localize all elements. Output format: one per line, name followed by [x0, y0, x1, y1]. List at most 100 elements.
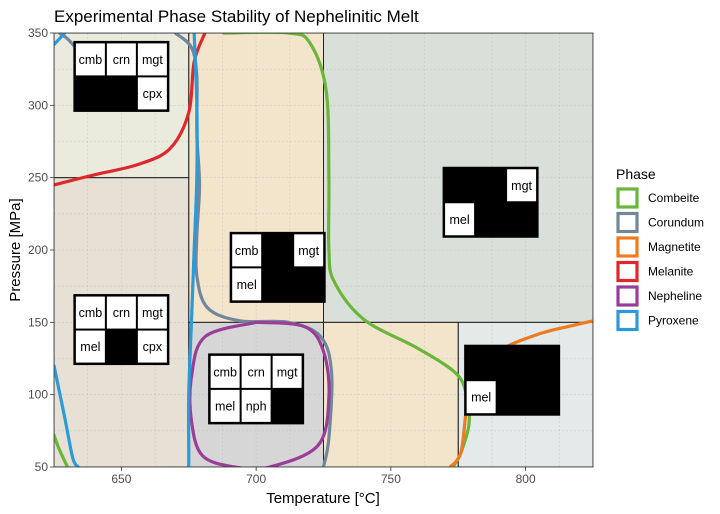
- phase-label: mel: [450, 213, 470, 227]
- phase-label-cell: [445, 203, 475, 236]
- region-borders: [54, 33, 593, 467]
- phase-absent-cell: [106, 77, 136, 110]
- phase-label-cell: [232, 268, 262, 301]
- phase-label-cell: [272, 355, 302, 388]
- phase-label-grid: mgt mel: [442, 166, 539, 238]
- phase-absent-cell: [445, 169, 475, 202]
- phase-label-cell: [106, 296, 136, 329]
- phase-absent-cell: [528, 347, 558, 380]
- x-tick-label: 700: [246, 472, 266, 486]
- legend-label: Nepheline: [648, 289, 702, 303]
- phase-absent-cell: [466, 347, 496, 380]
- phase-label-cell: [232, 234, 262, 267]
- combeite-boundary: [222, 33, 471, 467]
- y-axis: 50 100 150 200 250 300 350: [28, 26, 54, 474]
- pyroxene-boundary: [54, 33, 67, 47]
- phase-label: cmb: [79, 306, 103, 320]
- nepheline-boundary: [188, 320, 331, 467]
- phase-label-cell: [210, 355, 240, 388]
- phase-label: crn: [113, 53, 130, 67]
- y-tick-label: 200: [28, 243, 48, 257]
- phase-region-border: [457, 321, 593, 467]
- phase-absent-cell: [528, 381, 558, 414]
- phase-absent-cell: [476, 203, 506, 236]
- y-tick-label: 250: [28, 171, 48, 185]
- phase-label: cmb: [235, 244, 259, 258]
- y-tick-label: 100: [28, 388, 48, 402]
- phase-label: crn: [247, 365, 264, 379]
- legend-label: Combeite: [648, 191, 700, 205]
- x-tick-label: 800: [516, 472, 536, 486]
- phase-label: mel: [237, 278, 257, 292]
- phase-label-grid: cmb crn mgt cpx: [73, 40, 170, 112]
- phase-absent-cell: [272, 389, 302, 422]
- phase-label-cell: [210, 389, 240, 422]
- x-axis-title: Temperature [°C]: [266, 490, 380, 507]
- x-tick-label: 650: [111, 472, 131, 486]
- phase-label: mgt: [142, 306, 163, 320]
- pyroxene-boundary: [186, 33, 199, 467]
- phase-absent-cell: [75, 77, 105, 110]
- phase-label-cell: [466, 381, 496, 414]
- phase-label: cpx: [143, 340, 163, 354]
- phase-boundary-curves: [54, 33, 593, 467]
- phase-absent-cell: [507, 203, 537, 236]
- phase-label-cell: [294, 234, 324, 267]
- phase-label: mgt: [142, 53, 163, 67]
- phase-label: cmb: [213, 365, 237, 379]
- phase-label-cell: [75, 330, 105, 363]
- combeite-boundary: [54, 433, 70, 467]
- y-tick-label: 150: [28, 315, 48, 329]
- phase-absent-cell: [497, 347, 527, 380]
- x-tick-label: 750: [381, 472, 401, 486]
- chart-title: Experimental Phase Stability of Nephelin…: [54, 7, 419, 26]
- phase-label-cell: [75, 296, 105, 329]
- phase-label-cell: [75, 43, 105, 76]
- phase-label: crn: [113, 306, 130, 320]
- phase-label: cpx: [143, 87, 163, 101]
- legend-label: Pyroxene: [648, 314, 699, 328]
- x-axis: 650 700 750 800: [111, 467, 536, 486]
- phase-absent-cell: [476, 169, 506, 202]
- phase-absent-cell: [263, 268, 293, 301]
- y-tick-label: 300: [28, 98, 48, 112]
- phase-label-cell: [241, 389, 271, 422]
- legend-title: Phase: [616, 166, 656, 182]
- phase-label: mel: [80, 340, 100, 354]
- phase-label: mgt: [511, 179, 532, 193]
- y-tick-label: 350: [28, 26, 48, 40]
- phase-label: mgt: [298, 244, 319, 258]
- phase-label: cmb: [79, 53, 103, 67]
- phase-label-cell: [507, 169, 537, 202]
- legend-label: Magnetite: [648, 240, 701, 254]
- legend-key: [616, 211, 639, 234]
- phase-label-cell: [137, 77, 167, 110]
- phase-label: nph: [246, 399, 267, 413]
- legend-label: Corundum: [648, 216, 704, 230]
- phase-absent-cell: [106, 330, 136, 363]
- phase-label: mgt: [277, 365, 298, 379]
- phase-absent-cell: [497, 381, 527, 414]
- phase-label-cell: [137, 330, 167, 363]
- legend-key: [616, 260, 639, 283]
- phase-label-cell: [137, 43, 167, 76]
- phase-label-cell: [137, 296, 167, 329]
- y-axis-title: Pressure [MPa]: [7, 198, 24, 301]
- phase-label: mel: [471, 391, 491, 405]
- phase-label-grid: cmb mgt mel: [229, 231, 326, 303]
- y-tick-label: 50: [35, 460, 49, 474]
- legend-key: [616, 187, 639, 209]
- legend-label: Melanite: [648, 265, 694, 279]
- phase-label-grid: mel: [464, 344, 561, 416]
- legend: Phase Combeite Corundum Magnetite Melanite N…: [616, 166, 704, 332]
- phase-absent-cell: [294, 268, 324, 301]
- phase-label-cell: [241, 355, 271, 388]
- legend-key: [616, 236, 639, 258]
- phase-label-grid: cmb crn mgt mel nph: [208, 353, 305, 425]
- pyroxene-boundary: [54, 364, 80, 467]
- legend-key: [616, 285, 639, 307]
- phase-label-cell: [106, 43, 136, 76]
